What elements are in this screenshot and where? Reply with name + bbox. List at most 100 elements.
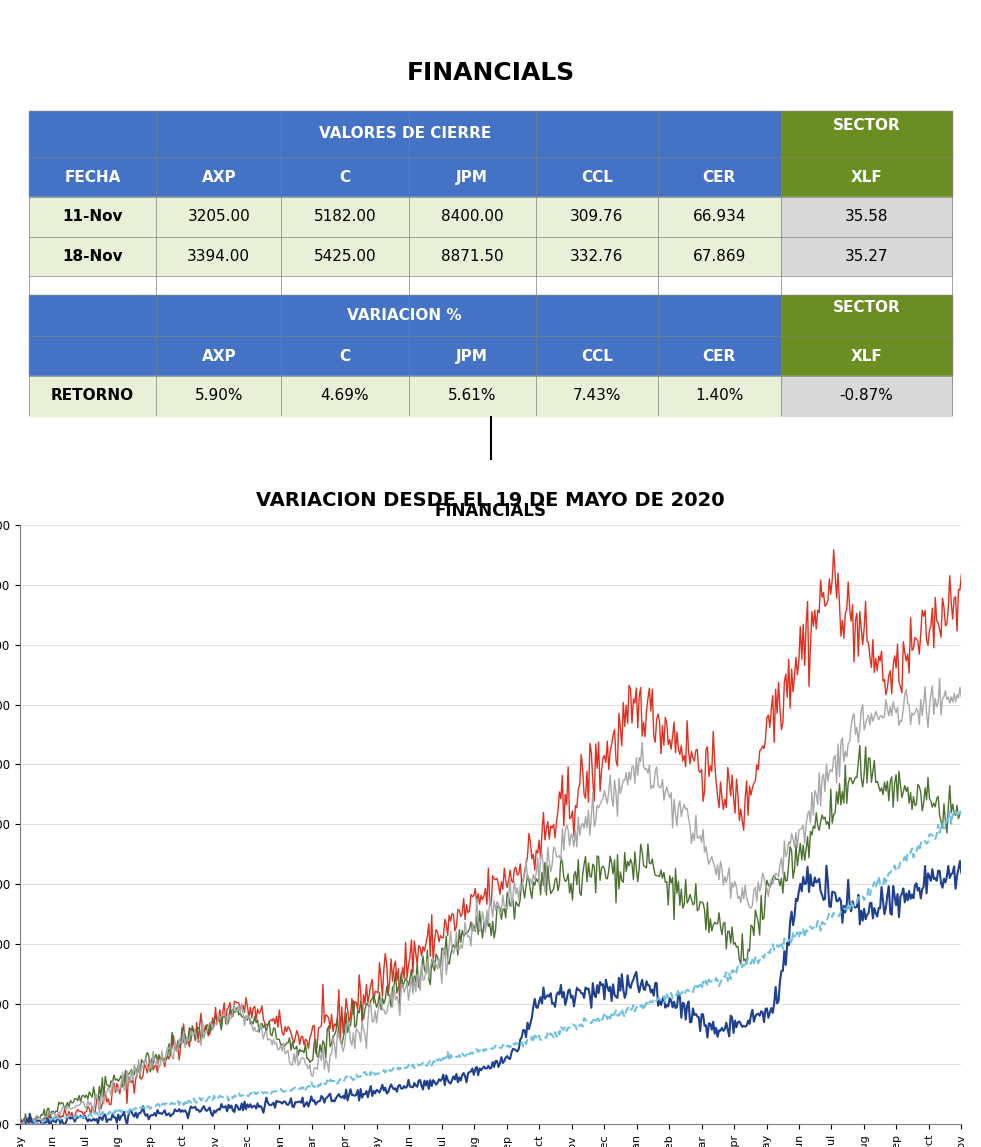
C: [753, 928, 765, 942]
Text: VARIACION DESDE EL 19 DE MAYO DE 2020: VARIACION DESDE EL 19 DE MAYO DE 2020: [256, 491, 725, 510]
Bar: [781, 157, 952, 197]
AXP: [14, 1116, 26, 1130]
Line: CER: CER: [20, 810, 961, 1126]
CCL: [670, 1001, 682, 1015]
Text: 5182.00: 5182.00: [314, 209, 377, 224]
Text: 66.934: 66.934: [693, 209, 747, 224]
AXP: [683, 744, 695, 758]
Text: XLF: XLF: [851, 170, 882, 185]
CCL: [44, 1124, 56, 1138]
Text: CCL: CCL: [581, 349, 613, 364]
Bar: [29, 276, 952, 295]
CCL: [266, 1098, 278, 1111]
Text: 8871.50: 8871.50: [440, 249, 503, 264]
CCL: [955, 855, 966, 868]
CCL: [619, 991, 631, 1005]
CER: [617, 1007, 629, 1021]
Text: JPM: JPM: [456, 349, 489, 364]
Text: CER: CER: [702, 349, 736, 364]
CER: [752, 957, 764, 970]
Text: VARIACION %: VARIACION %: [347, 309, 462, 323]
Text: 3394.00: 3394.00: [187, 249, 250, 264]
Text: C: C: [339, 170, 350, 185]
CER: [955, 803, 966, 817]
Text: -0.87%: -0.87%: [840, 389, 893, 404]
JPM: [955, 690, 967, 704]
Text: AXP: AXP: [201, 170, 236, 185]
Bar: [29, 236, 781, 276]
Text: CCL: CCL: [581, 170, 613, 185]
C: [483, 920, 494, 934]
JPM: [752, 875, 764, 889]
C: [619, 845, 631, 859]
JPM: [681, 802, 693, 816]
Text: 5.90%: 5.90%: [194, 389, 243, 404]
C: [266, 1029, 278, 1043]
Bar: [781, 111, 952, 157]
JPM: [934, 671, 946, 685]
Bar: [29, 157, 781, 197]
Bar: [29, 111, 781, 157]
Text: 67.869: 67.869: [693, 249, 746, 264]
JPM: [481, 903, 492, 916]
CCL: [955, 866, 967, 880]
CER: [668, 990, 680, 1004]
Text: XLF: XLF: [851, 349, 882, 364]
Text: SECTOR: SECTOR: [833, 118, 901, 133]
CCL: [753, 1009, 765, 1023]
CER: [955, 809, 967, 822]
CER: [681, 983, 693, 997]
Text: 11-Nov: 11-Nov: [63, 209, 123, 224]
C: [955, 806, 967, 820]
Text: 5.61%: 5.61%: [448, 389, 496, 404]
AXP: [670, 746, 682, 759]
Text: 18-Nov: 18-Nov: [63, 249, 123, 264]
CCL: [14, 1123, 26, 1137]
CER: [481, 1044, 492, 1058]
JPM: [265, 1032, 277, 1046]
Bar: [781, 295, 952, 336]
CCL: [683, 994, 695, 1008]
Text: 35.58: 35.58: [845, 209, 888, 224]
Point: [485, 409, 496, 423]
Text: SECTOR: SECTOR: [833, 299, 901, 314]
C: [853, 739, 865, 752]
Text: 7.43%: 7.43%: [573, 389, 621, 404]
Text: CER: CER: [702, 170, 736, 185]
Text: 8400.00: 8400.00: [440, 209, 503, 224]
AXP: [753, 744, 765, 758]
C: [18, 1118, 29, 1132]
Text: VALORES DE CIERRE: VALORES DE CIERRE: [319, 126, 490, 141]
Bar: [781, 197, 952, 236]
Line: CCL: CCL: [20, 861, 961, 1131]
AXP: [32, 1119, 44, 1133]
Point: [485, 452, 496, 466]
AXP: [955, 568, 967, 582]
Text: FINANCIALS: FINANCIALS: [406, 61, 575, 85]
Text: FECHA: FECHA: [65, 170, 121, 185]
Text: 3205.00: 3205.00: [187, 209, 250, 224]
Text: C: C: [339, 349, 350, 364]
AXP: [266, 1014, 278, 1028]
JPM: [617, 773, 629, 787]
Text: 5425.00: 5425.00: [314, 249, 377, 264]
CCL: [483, 1059, 494, 1072]
AXP: [483, 861, 494, 875]
Text: 4.69%: 4.69%: [321, 389, 369, 404]
Text: 1.40%: 1.40%: [696, 389, 744, 404]
C: [14, 1111, 26, 1125]
C: [670, 861, 682, 875]
JPM: [14, 1118, 26, 1132]
Line: C: C: [20, 746, 961, 1125]
Text: JPM: JPM: [456, 170, 489, 185]
CER: [14, 1119, 26, 1133]
CER: [265, 1087, 277, 1101]
Text: 35.27: 35.27: [845, 249, 888, 264]
Line: AXP: AXP: [20, 549, 961, 1126]
C: [683, 894, 695, 907]
AXP: [828, 543, 840, 556]
Title: FINANCIALS: FINANCIALS: [435, 502, 546, 521]
Text: AXP: AXP: [201, 349, 236, 364]
Bar: [781, 236, 952, 276]
Bar: [781, 376, 952, 416]
